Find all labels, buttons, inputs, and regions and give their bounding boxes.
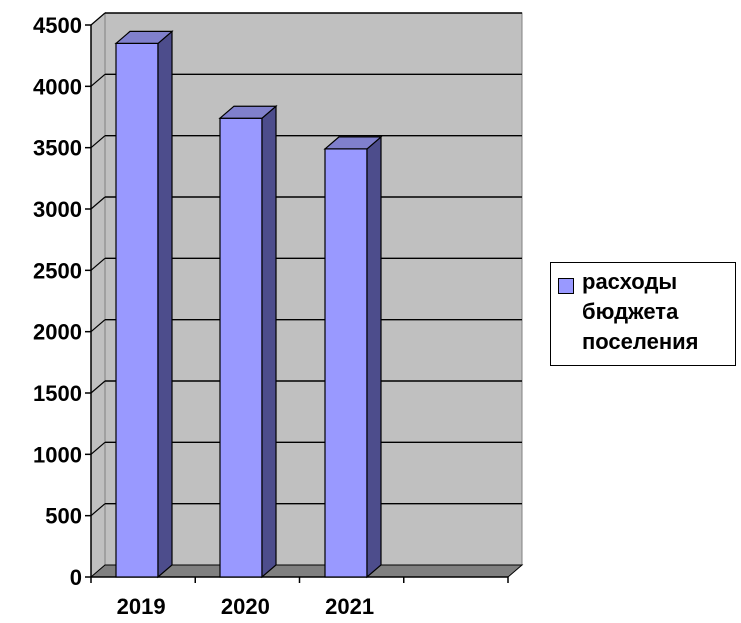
- gridline-side: [90, 135, 106, 149]
- legend-label: расходы бюджета поселения: [582, 269, 699, 354]
- y-tick-label: 0: [70, 565, 82, 590]
- x-tick-label: 2021: [325, 594, 374, 619]
- side-wall: [90, 11, 106, 579]
- gridline-side: [90, 196, 106, 210]
- bar-side: [157, 30, 173, 579]
- gridline-side: [90, 380, 106, 394]
- x-tick-label: 2020: [221, 594, 270, 619]
- axes: [85, 24, 509, 583]
- bar-side: [366, 135, 382, 579]
- bar-2020: [218, 104, 278, 579]
- legend-swatch: [558, 278, 574, 294]
- bars: [114, 30, 383, 579]
- gridline-side: [90, 12, 106, 26]
- gridline-side: [90, 503, 106, 517]
- bar-front: [219, 117, 263, 578]
- gridlines: [90, 12, 522, 517]
- gridline-side: [90, 441, 106, 455]
- gridline-side: [90, 319, 106, 333]
- y-tick-label: 4500: [33, 13, 82, 38]
- bar-top: [218, 105, 278, 119]
- gridline-side: [90, 257, 106, 271]
- bar-2019: [114, 30, 174, 579]
- gridline-side: [90, 73, 106, 87]
- x-axis-tick-labels: 2019 2020 2021: [117, 594, 374, 619]
- y-axis-tick-labels: 0 500 1000 1500 2000 2500 3000 3500 4000 4500: [33, 13, 82, 590]
- y-tick-label: 1000: [33, 442, 82, 467]
- y-tick-label: 500: [45, 504, 82, 529]
- bar-top: [114, 30, 174, 45]
- legend: расходы бюджета поселения: [550, 262, 736, 366]
- y-tick-label: 2000: [33, 320, 82, 345]
- bar-side: [261, 104, 277, 579]
- y-tick-label: 3000: [33, 197, 82, 222]
- y-tick-label: 3500: [33, 136, 82, 161]
- y-tick-label: 1500: [33, 381, 82, 406]
- bar-front: [324, 148, 368, 578]
- y-tick-label: 4000: [33, 74, 82, 99]
- bar-top: [323, 136, 383, 150]
- bar-front: [115, 42, 159, 578]
- bar-2021: [323, 135, 383, 579]
- y-tick-label: 2500: [33, 258, 82, 283]
- x-tick-label: 2019: [117, 594, 166, 619]
